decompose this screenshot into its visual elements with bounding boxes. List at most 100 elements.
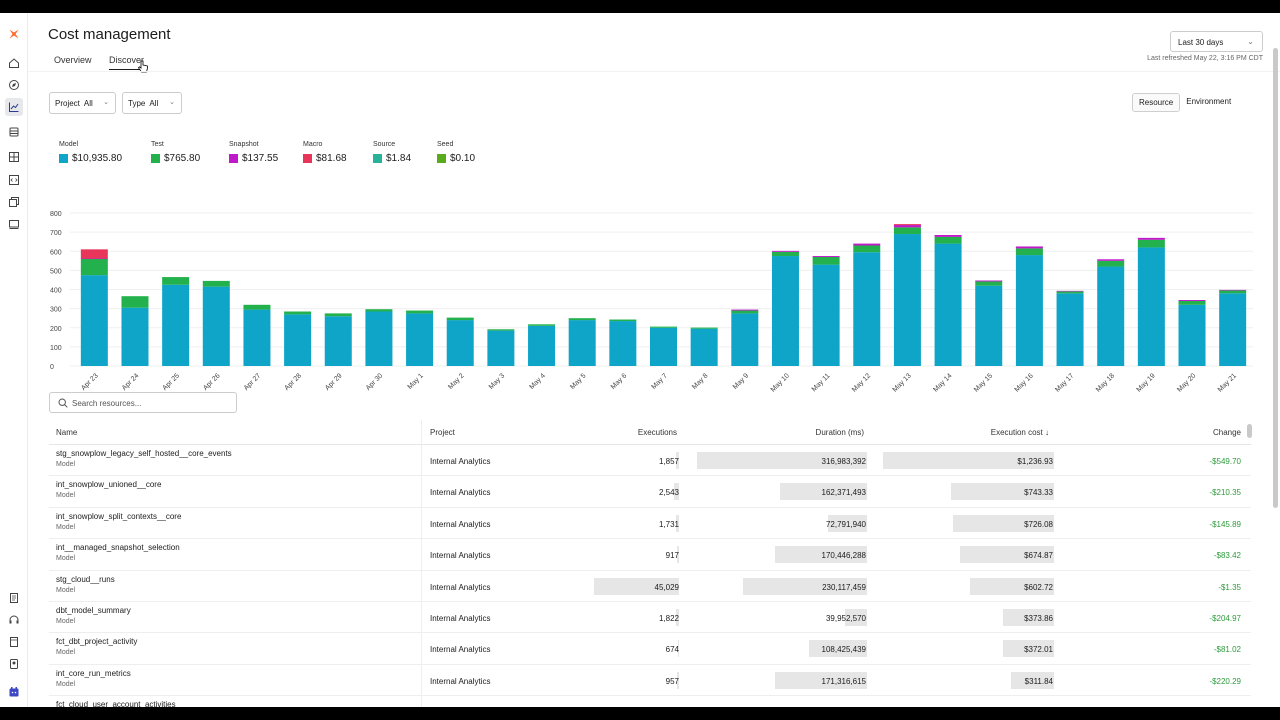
copy-icon[interactable] xyxy=(5,193,23,211)
bar-segment-test[interactable] xyxy=(162,277,190,285)
resource-name[interactable]: fct_dbt_project_activity xyxy=(56,637,138,647)
table-scrollbar[interactable] xyxy=(1247,424,1252,438)
database-icon[interactable] xyxy=(5,123,23,141)
bar-segment-test[interactable] xyxy=(893,227,921,235)
environment-toggle-button[interactable]: Environment xyxy=(1186,97,1232,106)
legend-macro[interactable]: Macro $81.68 xyxy=(303,141,347,164)
notebook-icon[interactable] xyxy=(5,633,23,651)
bar-segment-test[interactable] xyxy=(690,327,718,329)
bar-segment-model[interactable] xyxy=(975,285,1003,366)
bar-segment-snapshot[interactable] xyxy=(853,243,881,246)
bar-segment-test[interactable] xyxy=(528,324,556,326)
bar-segment-model[interactable] xyxy=(284,314,312,366)
table-row[interactable]: stg_cloud__runs Model Internal Analytics 45… xyxy=(49,571,1251,602)
bar-segment-model[interactable] xyxy=(893,234,921,366)
bar-segment-snapshot[interactable] xyxy=(893,225,921,228)
bar-segment-test[interactable] xyxy=(324,313,352,317)
home-icon[interactable] xyxy=(5,54,23,72)
legend-seed[interactable]: Seed $0.10 xyxy=(437,141,475,164)
search-input[interactable] xyxy=(72,397,232,409)
bar-segment-test[interactable] xyxy=(650,326,677,328)
bar-segment-model[interactable] xyxy=(121,307,149,366)
terminal-icon[interactable] xyxy=(5,215,23,233)
column-header-duration[interactable]: Duration (ms) xyxy=(815,428,864,437)
bar-segment-model[interactable] xyxy=(406,313,434,366)
bar-segment-model[interactable] xyxy=(1015,255,1043,366)
bar-segment-test[interactable] xyxy=(202,280,230,287)
resource-name[interactable]: stg_cloud__runs xyxy=(56,574,115,584)
bar-segment-model[interactable] xyxy=(365,311,393,366)
bar-segment-test[interactable] xyxy=(1097,260,1125,267)
user-avatar-icon[interactable] xyxy=(5,683,23,701)
bar-segment-test[interactable] xyxy=(1219,290,1247,294)
resource-toggle-button[interactable]: Resource xyxy=(1132,93,1181,112)
bar-segment-snapshot[interactable] xyxy=(1097,259,1125,261)
bar-segment-test[interactable] xyxy=(853,245,881,253)
resource-name[interactable]: int_snowplow_unioned__core xyxy=(56,480,162,490)
bar-segment-model[interactable] xyxy=(1219,293,1247,366)
bar-segment-model[interactable] xyxy=(1097,266,1125,366)
bar-segment-snapshot[interactable] xyxy=(1015,246,1043,249)
bar-segment-model[interactable] xyxy=(609,321,637,366)
resource-name[interactable]: dbt_model_summary xyxy=(56,606,131,615)
bar-segment-test[interactable] xyxy=(1015,248,1043,256)
table-row[interactable]: int_snowplow_split_contexts__core Model In… xyxy=(49,508,1251,540)
bar-segment-test[interactable] xyxy=(731,310,759,314)
bar-segment-model[interactable] xyxy=(80,275,108,366)
bar-segment-model[interactable] xyxy=(202,286,230,366)
column-header-project[interactable]: Project xyxy=(430,428,455,437)
bar-segment-model[interactable] xyxy=(812,264,840,366)
bar-segment-snapshot[interactable] xyxy=(1178,300,1206,301)
table-row[interactable]: int__managed_snapshot_selection Model Inte… xyxy=(49,539,1251,571)
bar-segment-test[interactable] xyxy=(406,310,434,314)
bar-segment-test[interactable] xyxy=(1178,300,1206,305)
code-icon[interactable] xyxy=(5,171,23,189)
bar-segment-test[interactable] xyxy=(1137,239,1165,248)
bar-segment-test[interactable] xyxy=(365,309,393,312)
resource-name[interactable]: int_snowplow_split_contexts__core xyxy=(56,511,182,521)
resource-name[interactable]: int__managed_snapshot_selection xyxy=(56,543,180,553)
bar-segment-test[interactable] xyxy=(975,281,1003,286)
app-logo-icon[interactable] xyxy=(5,25,23,43)
bar-segment-model[interactable] xyxy=(243,309,271,366)
bar-segment-test[interactable] xyxy=(934,236,962,244)
bar-segment-macro[interactable] xyxy=(893,224,921,226)
bar-segment-model[interactable] xyxy=(1178,304,1206,366)
support-icon[interactable] xyxy=(5,611,23,629)
bar-segment-test[interactable] xyxy=(284,311,312,315)
bar-segment-test[interactable] xyxy=(446,317,474,321)
bar-segment-snapshot[interactable] xyxy=(1219,289,1247,291)
bar-segment-test[interactable] xyxy=(609,319,637,322)
bar-segment-model[interactable] xyxy=(853,252,881,366)
table-row[interactable]: fct_cloud_user_account_activitiesModel xyxy=(49,696,1251,707)
bar-segment-snapshot[interactable] xyxy=(975,280,1003,282)
bar-segment-model[interactable] xyxy=(650,327,677,366)
resource-name[interactable]: int_core_run_metrics xyxy=(56,668,131,678)
bar-segment-test[interactable] xyxy=(771,251,799,257)
bar-segment-test[interactable] xyxy=(1056,291,1084,294)
table-row[interactable]: dbt_model_summary Model Internal Analytics… xyxy=(49,602,1251,634)
bar-segment-model[interactable] xyxy=(934,243,962,366)
date-range-select[interactable]: Last 30 days ⌄ xyxy=(1170,31,1263,52)
bar-segment-model[interactable] xyxy=(771,256,799,366)
bar-segment-snapshot[interactable] xyxy=(1137,237,1165,240)
bar-segment-test[interactable] xyxy=(812,256,840,265)
bar-segment-test[interactable] xyxy=(80,258,108,276)
page-scrollbar[interactable] xyxy=(1273,48,1278,508)
bar-segment-snapshot[interactable] xyxy=(731,309,759,311)
cost-chart-icon[interactable] xyxy=(5,98,23,116)
account-settings-icon[interactable] xyxy=(5,655,23,673)
table-row[interactable]: int_core_run_metrics Model Internal Analyt… xyxy=(49,665,1251,697)
bar-segment-model[interactable] xyxy=(690,328,718,366)
bar-segment-macro[interactable] xyxy=(80,249,108,259)
bar-segment-model[interactable] xyxy=(528,325,556,366)
bar-segment-model[interactable] xyxy=(1137,247,1165,366)
bar-segment-model[interactable] xyxy=(324,316,352,366)
bar-segment-model[interactable] xyxy=(446,320,474,366)
column-header-name[interactable]: Name xyxy=(56,428,78,437)
tab-overview[interactable]: Overview xyxy=(54,55,92,65)
bar-segment-test[interactable] xyxy=(487,329,515,331)
legend-test[interactable]: Test $765.80 xyxy=(151,141,200,164)
bar-segment-snapshot[interactable] xyxy=(80,258,108,260)
resource-name[interactable]: stg_snowplow_legacy_self_hosted__core_ev… xyxy=(56,449,232,458)
